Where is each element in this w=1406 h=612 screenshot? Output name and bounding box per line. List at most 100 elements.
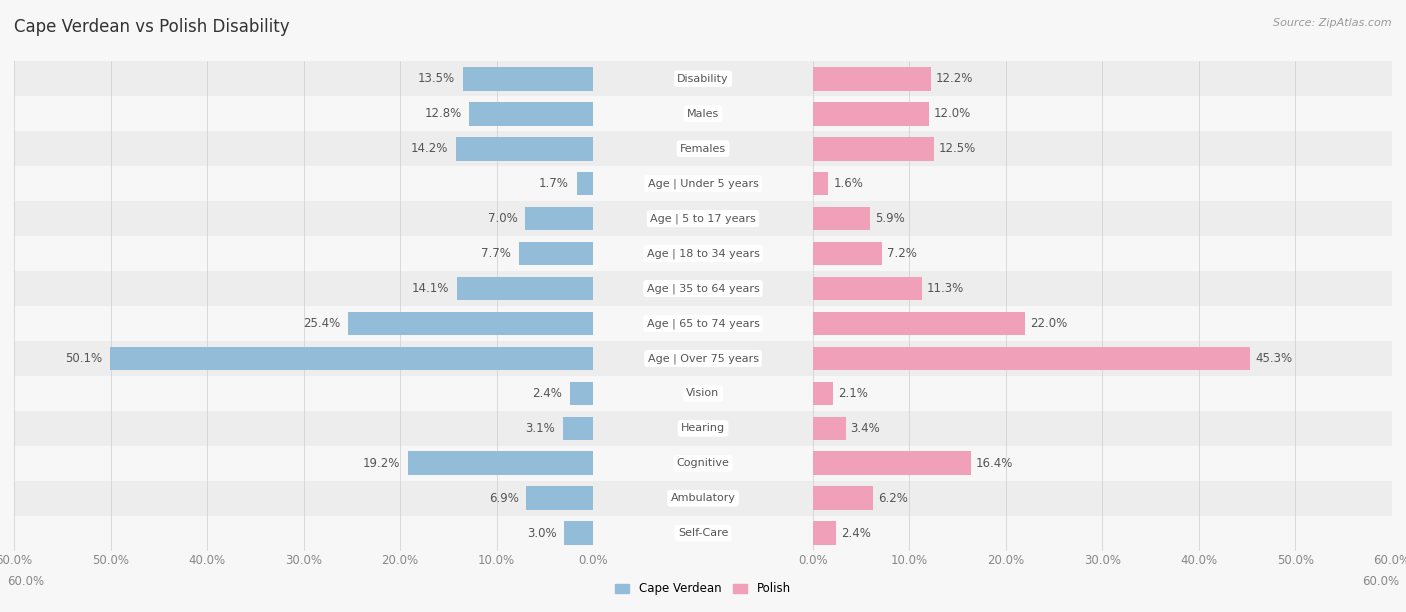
Text: Source: ZipAtlas.com: Source: ZipAtlas.com	[1274, 18, 1392, 28]
Text: Females: Females	[681, 144, 725, 154]
Text: Cape Verdean vs Polish Disability: Cape Verdean vs Polish Disability	[14, 18, 290, 36]
Text: 12.8%: 12.8%	[425, 107, 461, 120]
Bar	[813, 376, 1392, 411]
Text: 50.1%: 50.1%	[65, 352, 101, 365]
Bar	[457, 277, 593, 300]
Bar	[813, 136, 934, 160]
Bar	[593, 481, 813, 516]
Text: 11.3%: 11.3%	[927, 282, 965, 295]
Bar	[14, 516, 593, 551]
Bar	[593, 446, 813, 481]
Text: 22.0%: 22.0%	[1031, 317, 1067, 330]
Bar	[813, 131, 1392, 166]
Bar	[813, 446, 1392, 481]
Bar	[813, 452, 972, 476]
Text: Age | 65 to 74 years: Age | 65 to 74 years	[647, 318, 759, 329]
Bar	[813, 67, 931, 91]
Bar	[14, 131, 593, 166]
Bar	[110, 346, 593, 370]
Bar	[813, 516, 1392, 551]
Bar	[456, 136, 593, 160]
Bar	[813, 312, 1025, 335]
Legend: Cape Verdean, Polish: Cape Verdean, Polish	[610, 578, 796, 600]
Bar	[813, 381, 834, 405]
Bar	[593, 61, 813, 96]
Bar	[593, 236, 813, 271]
Bar	[813, 102, 929, 125]
Bar	[593, 271, 813, 306]
Bar	[813, 521, 837, 545]
Bar	[813, 236, 1392, 271]
Bar	[813, 346, 1250, 370]
Bar	[14, 166, 593, 201]
Text: 7.0%: 7.0%	[488, 212, 517, 225]
Bar	[14, 236, 593, 271]
Text: Age | 35 to 64 years: Age | 35 to 64 years	[647, 283, 759, 294]
Text: Hearing: Hearing	[681, 424, 725, 433]
Bar	[593, 166, 813, 201]
Text: 60.0%: 60.0%	[1362, 575, 1399, 588]
Bar	[813, 411, 1392, 446]
Bar	[813, 207, 870, 231]
Bar	[813, 417, 846, 440]
Text: 14.2%: 14.2%	[411, 142, 449, 155]
Bar	[813, 166, 1392, 201]
Bar	[593, 341, 813, 376]
Bar	[813, 242, 883, 266]
Bar	[593, 201, 813, 236]
Bar	[14, 96, 593, 131]
Text: 1.7%: 1.7%	[538, 177, 569, 190]
Text: 6.2%: 6.2%	[877, 492, 907, 505]
Bar	[813, 96, 1392, 131]
Text: 3.0%: 3.0%	[527, 527, 557, 540]
Text: 2.1%: 2.1%	[838, 387, 868, 400]
Bar	[14, 481, 593, 516]
Text: 14.1%: 14.1%	[412, 282, 450, 295]
Text: 3.1%: 3.1%	[526, 422, 555, 435]
Bar	[519, 242, 593, 266]
Text: Cognitive: Cognitive	[676, 458, 730, 468]
Bar	[593, 96, 813, 131]
Text: Disability: Disability	[678, 73, 728, 84]
Text: 7.7%: 7.7%	[481, 247, 510, 260]
Text: Age | Over 75 years: Age | Over 75 years	[648, 353, 758, 364]
Text: 25.4%: 25.4%	[302, 317, 340, 330]
Text: 3.4%: 3.4%	[851, 422, 880, 435]
Text: 12.5%: 12.5%	[938, 142, 976, 155]
Text: 13.5%: 13.5%	[418, 72, 456, 85]
Text: Age | Under 5 years: Age | Under 5 years	[648, 178, 758, 189]
Bar	[813, 61, 1392, 96]
Text: Age | 18 to 34 years: Age | 18 to 34 years	[647, 248, 759, 259]
Bar	[14, 201, 593, 236]
Bar	[813, 201, 1392, 236]
Bar	[463, 67, 593, 91]
Text: 19.2%: 19.2%	[363, 457, 401, 470]
Bar	[14, 61, 593, 96]
Bar	[14, 271, 593, 306]
Bar	[14, 411, 593, 446]
Bar	[14, 446, 593, 481]
Text: 5.9%: 5.9%	[875, 212, 904, 225]
Bar	[470, 102, 593, 125]
Text: 60.0%: 60.0%	[7, 575, 44, 588]
Bar	[593, 411, 813, 446]
Bar	[14, 376, 593, 411]
Bar	[813, 481, 1392, 516]
Text: 2.4%: 2.4%	[841, 527, 870, 540]
Bar	[813, 341, 1392, 376]
Bar	[576, 172, 593, 195]
Bar	[813, 306, 1392, 341]
Text: 2.4%: 2.4%	[533, 387, 562, 400]
Bar	[593, 516, 813, 551]
Text: 12.2%: 12.2%	[935, 72, 973, 85]
Bar	[14, 306, 593, 341]
Bar	[813, 271, 1392, 306]
Bar	[593, 306, 813, 341]
Text: Vision: Vision	[686, 389, 720, 398]
Bar	[813, 172, 828, 195]
Bar	[564, 521, 593, 545]
Text: Self-Care: Self-Care	[678, 528, 728, 539]
Text: 7.2%: 7.2%	[887, 247, 917, 260]
Bar	[526, 487, 593, 510]
Bar	[593, 131, 813, 166]
